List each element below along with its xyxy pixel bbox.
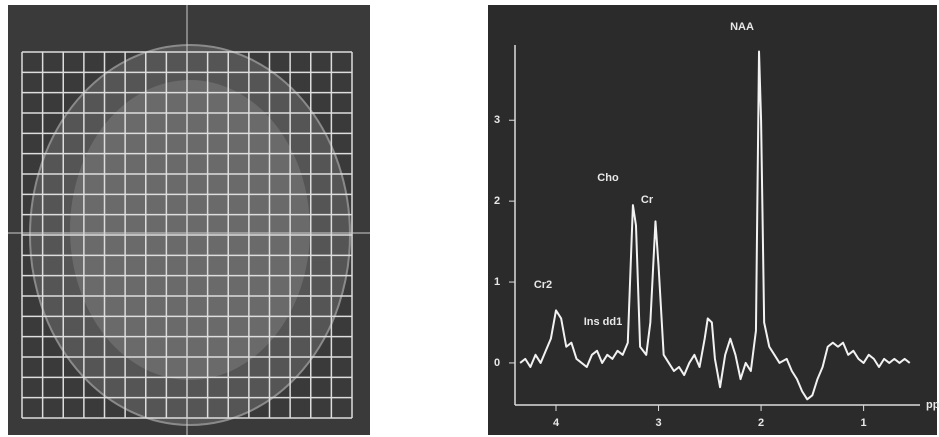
peak-label: Cho xyxy=(597,172,619,184)
y-tick-label: 0 xyxy=(494,357,500,369)
y-tick-label: 2 xyxy=(494,195,500,207)
voxel-grid xyxy=(8,5,370,435)
brain-tissue xyxy=(70,80,310,380)
spectrum-panel xyxy=(488,5,937,435)
spectrum-line xyxy=(519,50,911,401)
peak-label: NAA xyxy=(730,21,754,33)
x-tick-label: 4 xyxy=(553,417,560,429)
peak-label: Cr xyxy=(641,194,654,206)
spectrum-plot: 0 1 2 3 4 3 2 1 ppm Cr2 Ins dd1 Cho Cr NAA xyxy=(494,21,939,429)
peak-label: Cr2 xyxy=(534,279,552,291)
y-tick-label: 1 xyxy=(494,276,500,288)
peak-label: Ins dd1 xyxy=(584,316,623,328)
x-tick-label: 3 xyxy=(655,417,661,429)
x-tick-label: 1 xyxy=(861,417,867,429)
x-axis-label: ppm xyxy=(926,399,939,411)
y-tick-label: 3 xyxy=(494,114,500,126)
x-tick-label: 2 xyxy=(758,417,764,429)
